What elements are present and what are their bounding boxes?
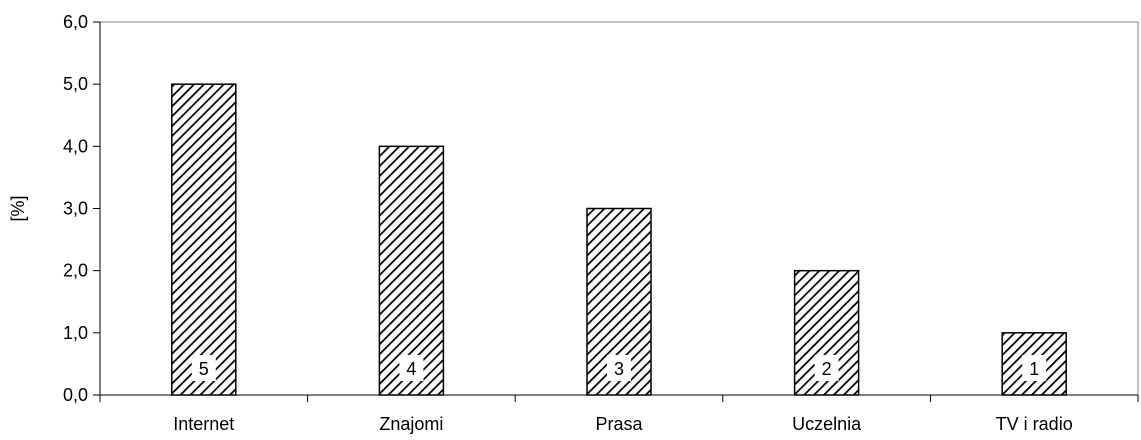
x-tick-label: Znajomi bbox=[379, 414, 443, 434]
y-tick-label: 5,0 bbox=[63, 74, 88, 94]
data-label: 2 bbox=[822, 359, 832, 379]
y-tick-label: 1,0 bbox=[63, 323, 88, 343]
y-axis-title: [%] bbox=[8, 195, 28, 221]
x-tick-label: TV i radio bbox=[996, 414, 1073, 434]
x-tick-label: Prasa bbox=[595, 414, 643, 434]
bar bbox=[171, 83, 237, 396]
x-axis: Internet Znajomi Prasa Uczelnia TV i radio bbox=[99, 394, 1139, 434]
data-label-background bbox=[191, 355, 216, 381]
bar bbox=[378, 145, 445, 396]
data-label: 5 bbox=[199, 359, 209, 379]
data-label: 1 bbox=[1029, 359, 1039, 379]
y-tick-label: 0,0 bbox=[63, 385, 88, 405]
data-label-background bbox=[814, 355, 839, 381]
data-label: 3 bbox=[614, 359, 624, 379]
y-tick-label: 3,0 bbox=[63, 199, 88, 219]
y-tick-label: 4,0 bbox=[63, 136, 88, 156]
x-tick-label: Uczelnia bbox=[792, 414, 862, 434]
data-label-background bbox=[607, 355, 631, 381]
y-tick-label: 6,0 bbox=[63, 12, 88, 32]
x-tick-label: Internet bbox=[173, 414, 234, 434]
data-label-background bbox=[1022, 355, 1047, 381]
y-tick-label: 2,0 bbox=[63, 261, 88, 281]
data-label: 4 bbox=[406, 359, 416, 379]
data-label-background bbox=[399, 355, 424, 381]
y-axis: 0,0 1,0 2,0 3,0 4,0 5,0 6,0 bbox=[63, 12, 101, 405]
bars-group: 5 4 3 2 1 bbox=[171, 83, 1067, 396]
